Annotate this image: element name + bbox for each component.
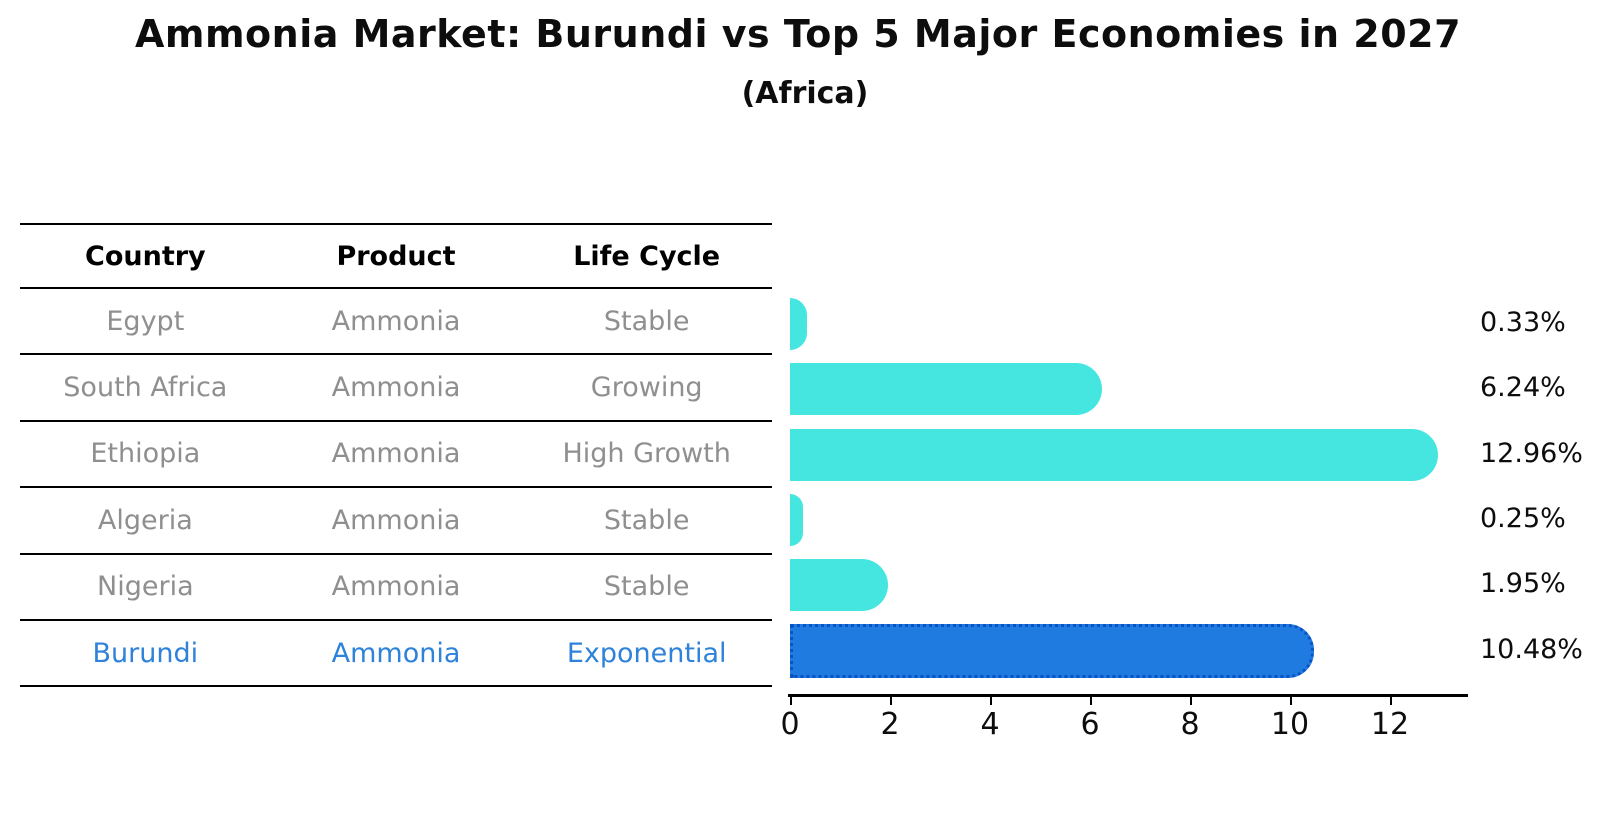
x-tick-label-8: 8 [1180,707,1200,742]
cell-product: Ammonia [331,438,461,470]
x-tick-mark-10 [1290,696,1292,705]
table-row-south-africa: South Africa Ammonia Growing [20,355,772,422]
cell-life-cycle: Stable [603,305,690,337]
cell-life-cycle: Stable [603,504,690,536]
cell-product: Ammonia [331,504,461,536]
x-tick-mark-2 [890,696,892,705]
cell-country: South Africa [63,372,228,404]
bar-algeria [790,493,803,546]
cell-life-cycle: Growing [590,372,703,404]
x-tick-mark-6 [1090,696,1092,705]
table-row-egypt: Egypt Ammonia Stable [20,289,772,356]
table-body: Egypt Ammonia Stable South Africa Ammonia Gro… [20,289,772,688]
x-tick-label-4: 4 [980,707,1000,742]
value-label-ethiopia: 12.96% [1480,437,1583,469]
col-header-product: Product [336,240,456,272]
col-header-country: Country [85,240,206,272]
x-tick-label-2: 2 [880,707,900,742]
value-label-egypt: 0.33% [1480,307,1566,339]
chart-title: Ammonia Market: Burundi vs Top 5 Major E… [134,12,1462,56]
x-tick-mark-8 [1190,696,1192,705]
value-label-nigeria: 1.95% [1480,568,1566,600]
table-row-ethiopia: Ethiopia Ammonia High Growth [20,422,772,489]
table-header-row: Country Product Life Cycle [20,223,772,289]
x-axis-line [788,694,1468,697]
bar-burundi [790,623,1314,678]
cell-country: Burundi [92,637,199,669]
value-label-algeria: 0.25% [1480,503,1566,535]
cell-product: Ammonia [331,305,461,337]
x-tick-mark-12 [1390,696,1392,705]
value-label-burundi: 10.48% [1480,633,1583,665]
bar-south-africa [790,363,1102,416]
cell-country: Algeria [97,504,193,536]
cell-product: Ammonia [331,372,461,404]
col-header-lifecycle: Life Cycle [573,240,721,272]
cell-life-cycle: Stable [603,571,690,603]
x-tick-mark-4 [990,696,992,705]
bar-egypt [790,298,807,350]
cell-country: Ethiopia [90,438,201,470]
country-table: Country Product Life Cycle Egypt Ammonia S… [20,223,772,688]
x-tick-mark-0 [790,696,792,705]
table-row-algeria: Algeria Ammonia Stable [20,488,772,555]
cell-life-cycle: High Growth [562,438,731,470]
table-row-burundi: Burundi Ammonia Exponential [20,621,772,688]
cell-product: Ammonia [331,637,461,669]
x-tick-label-6: 6 [1080,707,1100,742]
x-tick-label-0: 0 [780,707,800,742]
bar-nigeria [790,559,888,612]
x-tick-label-12: 12 [1370,707,1410,742]
cell-country: Nigeria [97,571,194,603]
cell-country: Egypt [106,305,185,337]
x-tick-label-10: 10 [1270,707,1310,742]
chart-subtitle: (Africa) [741,76,869,111]
cell-product: Ammonia [331,571,461,603]
value-label-south-africa: 6.24% [1480,372,1566,404]
table-row-nigeria: Nigeria Ammonia Stable [20,555,772,621]
bar-ethiopia [790,428,1438,481]
cell-life-cycle: Exponential [566,637,727,669]
